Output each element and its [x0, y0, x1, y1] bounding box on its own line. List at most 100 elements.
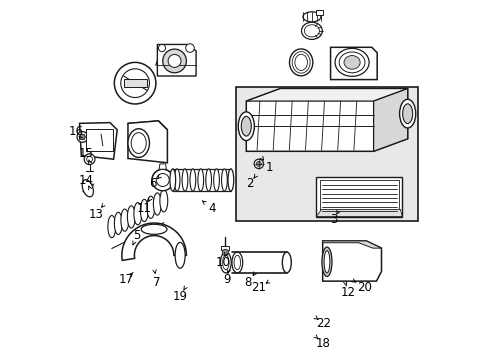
Text: 21: 21	[251, 281, 266, 294]
Ellipse shape	[140, 199, 148, 222]
Ellipse shape	[339, 52, 364, 73]
Polygon shape	[80, 123, 117, 159]
Text: 14: 14	[79, 174, 93, 186]
Ellipse shape	[282, 252, 291, 273]
Text: 3: 3	[330, 213, 337, 226]
Ellipse shape	[121, 209, 128, 231]
Text: 20: 20	[356, 281, 371, 294]
Ellipse shape	[198, 169, 203, 191]
Polygon shape	[246, 89, 407, 101]
Text: 11: 11	[136, 202, 151, 215]
Bar	[316, 177, 402, 217]
Ellipse shape	[146, 196, 154, 219]
Text: 7: 7	[153, 276, 160, 289]
Polygon shape	[221, 246, 229, 250]
Circle shape	[168, 54, 181, 67]
Ellipse shape	[303, 12, 320, 22]
Text: 22: 22	[315, 317, 330, 330]
Ellipse shape	[304, 25, 319, 37]
Polygon shape	[128, 121, 167, 163]
Ellipse shape	[399, 99, 415, 128]
Circle shape	[152, 169, 173, 191]
Circle shape	[121, 69, 149, 98]
Polygon shape	[159, 164, 166, 169]
Text: 4: 4	[208, 202, 216, 215]
Ellipse shape	[175, 242, 185, 268]
Ellipse shape	[114, 212, 122, 234]
Text: 16: 16	[68, 125, 83, 138]
Polygon shape	[316, 210, 402, 217]
Circle shape	[86, 156, 92, 162]
Polygon shape	[322, 241, 381, 248]
Ellipse shape	[238, 112, 254, 140]
Bar	[123, 79, 146, 87]
Ellipse shape	[213, 169, 219, 191]
Circle shape	[84, 154, 95, 165]
Ellipse shape	[221, 169, 227, 191]
Polygon shape	[157, 44, 196, 76]
Ellipse shape	[321, 247, 331, 276]
Circle shape	[80, 134, 85, 140]
Ellipse shape	[231, 252, 242, 273]
Ellipse shape	[289, 49, 312, 76]
Ellipse shape	[128, 129, 149, 157]
Polygon shape	[330, 47, 376, 80]
Circle shape	[114, 62, 156, 104]
Bar	[86, 129, 113, 151]
Circle shape	[158, 44, 165, 51]
Ellipse shape	[301, 22, 322, 40]
Ellipse shape	[294, 54, 307, 71]
Text: 2: 2	[245, 177, 253, 190]
Ellipse shape	[292, 51, 309, 73]
Circle shape	[163, 49, 186, 73]
Ellipse shape	[127, 206, 135, 228]
Ellipse shape	[402, 104, 412, 123]
Bar	[316, 10, 323, 15]
Text: 8: 8	[244, 276, 251, 289]
Ellipse shape	[108, 216, 116, 238]
Text: 17: 17	[119, 273, 133, 286]
Ellipse shape	[234, 255, 240, 270]
Ellipse shape	[160, 190, 167, 212]
Ellipse shape	[153, 193, 161, 215]
Ellipse shape	[220, 252, 231, 273]
Ellipse shape	[334, 48, 368, 76]
Text: 15: 15	[79, 147, 93, 159]
Text: 5: 5	[133, 229, 141, 242]
Ellipse shape	[174, 169, 180, 191]
Polygon shape	[122, 223, 186, 260]
Text: 19: 19	[172, 290, 187, 303]
Text: 13: 13	[88, 208, 103, 221]
Circle shape	[185, 44, 194, 52]
Ellipse shape	[169, 169, 175, 191]
Ellipse shape	[82, 180, 93, 197]
Bar	[235, 87, 418, 221]
Polygon shape	[128, 121, 167, 163]
Ellipse shape	[227, 169, 233, 191]
Ellipse shape	[141, 224, 167, 234]
Circle shape	[156, 174, 169, 186]
Circle shape	[256, 161, 261, 166]
Ellipse shape	[205, 169, 211, 191]
Ellipse shape	[222, 255, 228, 270]
Circle shape	[254, 159, 263, 168]
Text: 18: 18	[315, 337, 330, 350]
Bar	[319, 180, 398, 214]
Text: 6: 6	[149, 177, 157, 190]
Circle shape	[77, 132, 88, 142]
Ellipse shape	[190, 169, 195, 191]
Text: 12: 12	[340, 287, 355, 300]
Polygon shape	[322, 241, 381, 281]
Polygon shape	[246, 89, 407, 151]
Ellipse shape	[131, 133, 146, 153]
Ellipse shape	[134, 203, 142, 225]
Text: 1: 1	[265, 161, 273, 174]
Text: 10: 10	[215, 256, 230, 269]
Text: 9: 9	[223, 273, 230, 286]
Polygon shape	[373, 89, 407, 151]
Circle shape	[222, 249, 228, 256]
Ellipse shape	[182, 169, 187, 191]
Ellipse shape	[344, 55, 360, 69]
Ellipse shape	[241, 116, 251, 136]
Ellipse shape	[324, 251, 329, 273]
